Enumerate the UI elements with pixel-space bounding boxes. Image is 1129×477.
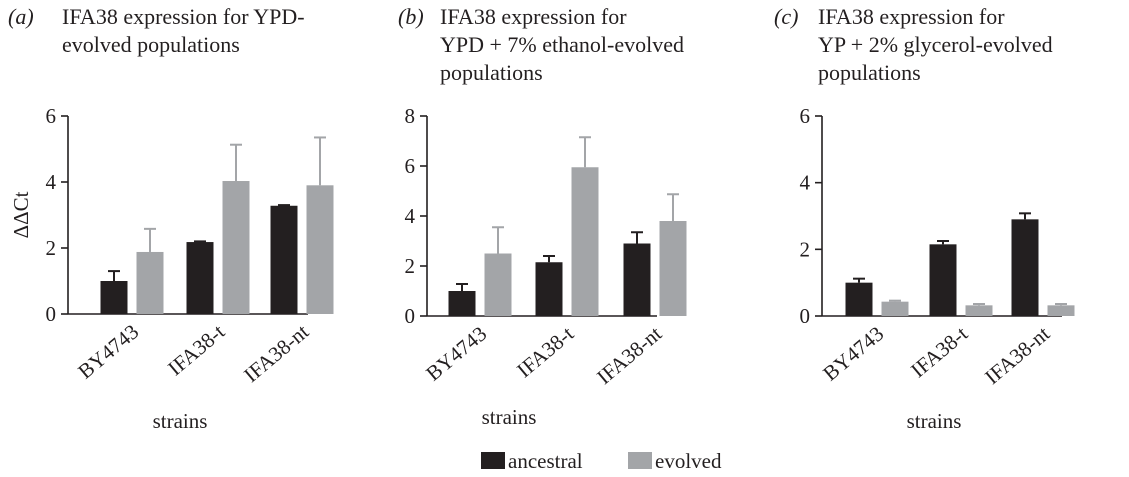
y-tick-label: 0 — [46, 302, 57, 326]
bar-evolved-IFA38-t — [571, 167, 599, 316]
x-axis-title: strains — [907, 409, 962, 433]
legend-swatch-ancestral — [481, 452, 505, 469]
y-tick-label: 0 — [800, 304, 811, 328]
x-tick-label-IFA38-t: IFA38-t — [512, 321, 578, 382]
bar-ancestral-IFA38-nt — [623, 243, 651, 316]
panel-b: (b) IFA38 expression for YPD + 7% ethanol-… — [398, 4, 687, 429]
panel-letter: (a) — [8, 4, 34, 29]
y-tick-label: 6 — [800, 104, 811, 128]
y-tick-label: 4 — [405, 204, 416, 228]
x-tick-label-IFA38-t: IFA38-t — [906, 321, 972, 382]
y-tick-label: 2 — [800, 237, 811, 261]
panel-title-line: YPD + 7% ethanol-evolved — [440, 32, 684, 57]
bar-ancestral-IFA38-t — [929, 244, 957, 316]
panel-title-line: populations — [440, 60, 543, 85]
panel-title-line: IFA38 expression for — [818, 4, 1005, 29]
bar-ancestral-IFA38-nt — [270, 205, 298, 314]
panel-title-line: populations — [818, 60, 921, 85]
x-tick-label-IFA38-nt: IFA38-nt — [239, 319, 313, 387]
panel-letter: (c) — [774, 4, 798, 29]
y-tick-label: 0 — [405, 304, 416, 328]
legend: ancestral evolved — [481, 449, 722, 473]
y-tick-label: 2 — [46, 236, 57, 260]
x-axis-title: strains — [153, 409, 208, 433]
bar-ancestral-IFA38-t — [535, 262, 563, 316]
y-tick-label: 2 — [405, 254, 416, 278]
panel-title-line: evolved populations — [62, 32, 240, 57]
bar-evolved-IFA38-nt — [306, 185, 334, 314]
y-tick-label: 6 — [405, 154, 416, 178]
y-tick-label: 6 — [46, 104, 57, 128]
bar-ancestral-BY4743 — [100, 281, 128, 314]
x-tick-label-IFA38-t: IFA38-t — [163, 319, 229, 380]
legend-swatch-evolved — [628, 452, 652, 469]
x-tick-label-BY4743: BY4743 — [73, 319, 143, 383]
bar-evolved-BY4743 — [136, 251, 164, 314]
x-tick-label-BY4743: BY4743 — [818, 321, 888, 385]
bar-evolved-IFA38-nt — [1047, 305, 1075, 316]
panel-letter: (b) — [398, 4, 424, 29]
bar-ancestral-IFA38-nt — [1011, 219, 1039, 316]
panel-title-line: IFA38 expression for — [440, 4, 627, 29]
bar-evolved-BY4743 — [484, 253, 512, 316]
y-tick-label: 4 — [46, 170, 57, 194]
legend-label-ancestral: ancestral — [508, 449, 583, 473]
panel-c: (c) IFA38 expression for YP + 2% glycerol-… — [774, 4, 1075, 433]
panel-a: (a) IFA38 expression for YPD-evolved popu… — [8, 4, 334, 433]
legend-label-evolved: evolved — [655, 449, 722, 473]
bar-evolved-IFA38-t — [222, 181, 250, 314]
x-tick-label-IFA38-nt: IFA38-nt — [592, 321, 666, 389]
x-axis-title: strains — [482, 405, 537, 429]
y-tick-label: 8 — [405, 104, 416, 128]
bar-evolved-IFA38-t — [965, 305, 993, 316]
bar-ancestral-BY4743 — [448, 291, 476, 316]
bar-ancestral-BY4743 — [845, 282, 873, 316]
panel-title-line: IFA38 expression for YPD- — [62, 4, 305, 29]
y-axis-title: ΔΔCt — [9, 191, 33, 238]
bar-evolved-IFA38-nt — [659, 221, 687, 316]
x-tick-label-BY4743: BY4743 — [421, 321, 491, 385]
bar-ancestral-IFA38-t — [186, 242, 214, 314]
panel-title-line: YP + 2% glycerol-evolved — [818, 32, 1053, 57]
bar-evolved-BY4743 — [881, 301, 909, 316]
y-tick-label: 4 — [800, 171, 811, 195]
x-tick-label-IFA38-nt: IFA38-nt — [980, 321, 1054, 389]
